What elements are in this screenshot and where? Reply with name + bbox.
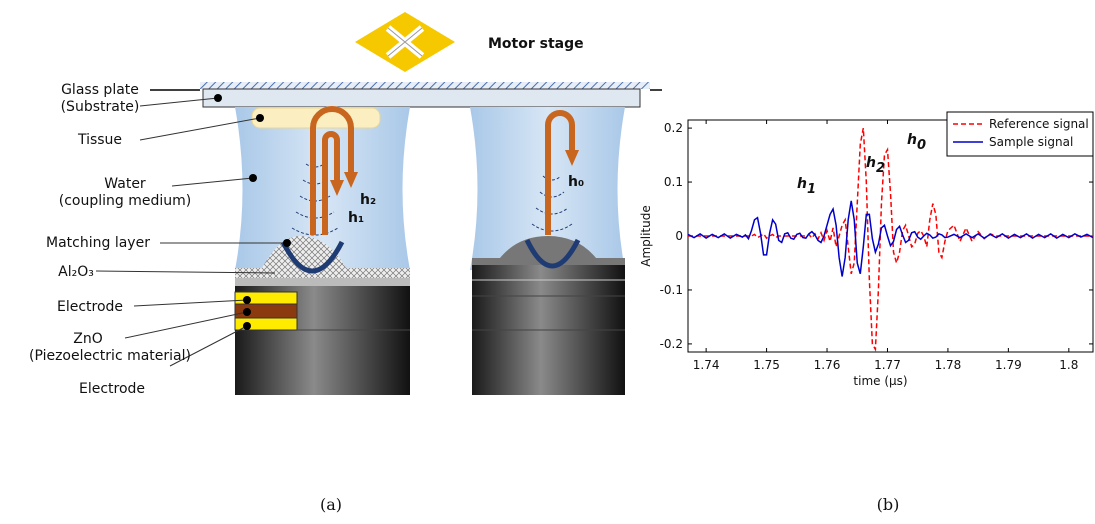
annotation-sub: 2 [876,161,885,176]
h0-label: h₀ [568,174,584,190]
label: ZnO [73,331,102,347]
motor-stage-label: Motor stage [488,36,584,52]
x-tick-label: 1.79 [995,358,1022,372]
legend-label: Reference signal [989,117,1089,131]
x-tick-label: 1.78 [935,358,962,372]
label: (Piezoelectric material) [29,348,191,364]
label: Water [104,176,146,192]
y-tick-label: 0 [675,229,683,243]
annotation-sub: 0 [917,138,926,153]
x-tick-label: 1.76 [814,358,841,372]
x-axis-label: time (μs) [853,374,907,388]
label: Matching layer [46,235,150,251]
x-tick-label: 1.75 [753,358,780,372]
annotation-letter: h [797,176,807,192]
legend-label: Sample signal [989,135,1073,149]
y-tick-label: 0.1 [664,175,683,189]
label: (coupling medium) [59,193,191,209]
x-tick-label: 1.74 [693,358,720,372]
stage-hatch [200,82,650,89]
h1-label: h₁ [348,210,364,226]
y-axis-label: Amplitude [639,205,653,267]
chart: -0.2 -0.1 0 0.1 0.2 1.74 1.75 1.76 1.77 1.78 1.79 1… [639,112,1093,388]
al2o3-layer [235,278,410,286]
diagram: Motor stage [29,12,662,397]
x-tick-label: 1.77 [874,358,901,372]
y-tick-label: -0.2 [660,337,683,351]
glass-plate [203,89,640,107]
y-tick-label: -0.1 [660,283,683,297]
caption: (a) [320,495,342,514]
label: Electrode [57,299,123,315]
h2-label: h₂ [360,192,376,208]
y-tick-label: 0.2 [664,121,683,135]
label: Glass plate [61,82,139,98]
annotation-letter: h [907,132,917,148]
label: (Substrate) [61,99,140,115]
label: Tissue [77,132,122,148]
page: Motor stage [0,0,1095,520]
label: Al₂O₃ [58,264,94,280]
figure: Motor stage [0,0,1095,520]
caption: (b) [877,495,900,514]
x-tick-label: 1.8 [1059,358,1078,372]
annotation-sub: 1 [807,182,816,197]
label: Electrode [79,381,145,397]
annotation-letter: h [866,155,876,171]
